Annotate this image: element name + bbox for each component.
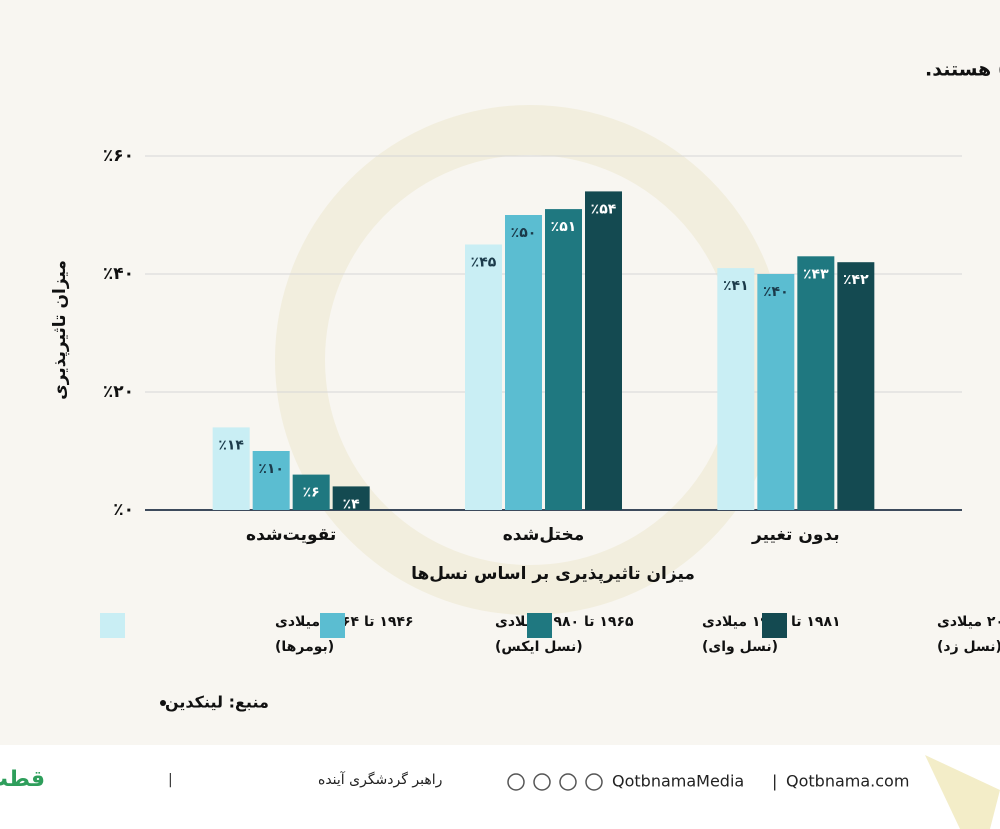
- legend-line: ۱۹۶۵ تا ۱۹۸۰ میلادی: [495, 614, 634, 630]
- value-label: ٪۴۰: [763, 284, 789, 300]
- value-label: ٪۱۴: [218, 437, 244, 453]
- value-label: ٪۶: [303, 485, 320, 501]
- bar: [585, 191, 622, 510]
- bar: [757, 274, 795, 510]
- bar: [465, 244, 502, 510]
- bar: [797, 256, 835, 510]
- value-label: ٪۱۰: [258, 461, 284, 477]
- x-tick-label: تقویت‌شده: [246, 525, 336, 545]
- source: منبع: لینکدین: [165, 693, 269, 712]
- y-tick-label: ٪۲۰: [103, 382, 134, 402]
- value-label: ٪۴۱: [723, 278, 749, 294]
- legend-swatch: [762, 613, 787, 638]
- y-tick-label: ٪۴۰: [103, 264, 134, 284]
- value-label: ٪۴۵: [471, 255, 497, 271]
- y-axis-label: میزان تاثیرپذیری: [50, 260, 70, 400]
- x-tick-label: بدون تغییر: [751, 525, 840, 545]
- bullet: [160, 700, 166, 706]
- bar: [332, 486, 370, 510]
- value-label: ٪۵۴: [591, 201, 617, 217]
- footer-decoration: [925, 755, 1000, 829]
- x-axis-label: میزان تاثیرپذیری بر اساس نسل‌ها: [411, 564, 695, 584]
- legend-line: ۱۹۹۷ تا ۲۰۱۲ میلادی: [937, 614, 1000, 630]
- separator: |: [772, 772, 777, 791]
- footer-band: [0, 745, 1000, 829]
- value-label: ٪۴: [343, 496, 361, 512]
- bar: [717, 268, 755, 510]
- legend-swatch: [100, 613, 125, 638]
- value-label: ٪۵۱: [551, 219, 577, 235]
- social-icons: [507, 773, 603, 791]
- brand: قطب‌نما: [0, 767, 45, 792]
- y-tick-label: ٪۶۰: [103, 146, 134, 166]
- bar: [212, 427, 250, 510]
- site: Qotbnama.com: [786, 772, 909, 791]
- bar: [837, 262, 875, 510]
- legend-line: (نسل زد): [937, 639, 1000, 655]
- chart-title: نسل زد و نسل هزاره بیشتر شاهد دگرگونی مش…: [925, 58, 1000, 81]
- bar: [545, 209, 582, 510]
- legend-label: ۱۹۹۷ تا ۲۰۱۲ میلادی (نسل زد): [937, 614, 1000, 655]
- bar: [292, 474, 330, 510]
- legend-swatch: [320, 613, 345, 638]
- value-label: ٪۵۰: [511, 225, 537, 241]
- tagline: راهبر گردشگری آینده: [318, 771, 442, 788]
- social-handle: QotbnamaMedia: [612, 772, 744, 791]
- value-label: ٪۴۲: [843, 272, 869, 288]
- y-tick-label: ٪۰: [113, 500, 134, 520]
- x-tick-label: مختل‌شده: [503, 525, 584, 545]
- legend-line: (نسل ایکس): [495, 639, 583, 655]
- legend-label: ۱۹۶۵ تا ۱۹۸۰ میلادی (نسل ایکس): [495, 614, 634, 655]
- legend-swatch: [527, 613, 552, 638]
- legend-label: ۱۹۴۶ تا ۱۹۶۴ میلادی(بومرها): [275, 614, 414, 655]
- value-label: ٪۴۳: [803, 266, 829, 282]
- bar: [505, 215, 542, 510]
- legend-line: (بومرها): [275, 639, 334, 655]
- separator: |: [168, 772, 173, 788]
- bar: [252, 451, 290, 510]
- legend-line: (نسل وای): [702, 639, 778, 655]
